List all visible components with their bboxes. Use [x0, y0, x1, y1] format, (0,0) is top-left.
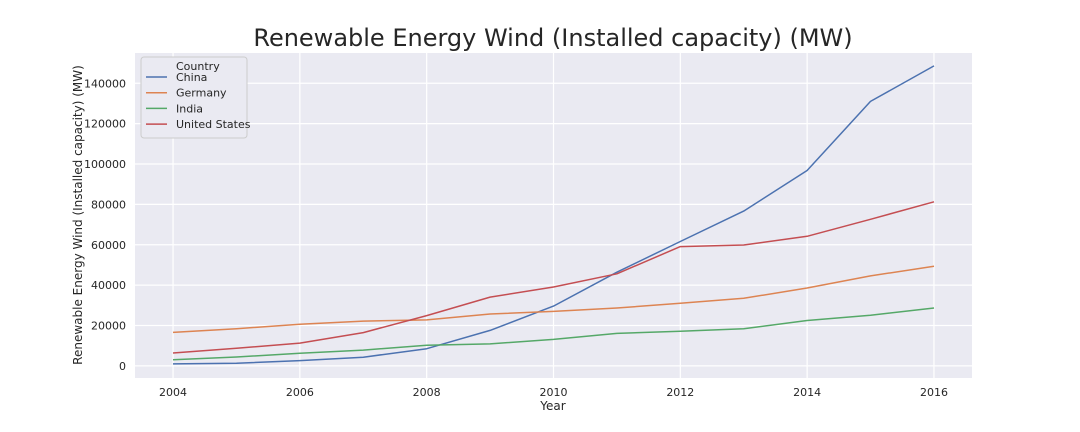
- legend-box: [140, 56, 248, 139]
- legend-label: China: [176, 71, 207, 84]
- y-tick-label: 120000: [84, 118, 126, 131]
- legend: Country China Germany India United States: [140, 56, 251, 139]
- chart-title: Renewable Energy Wind (Installed capacit…: [253, 24, 852, 52]
- x-tick-label: 2014: [793, 386, 821, 399]
- legend-label: India: [176, 102, 203, 115]
- series-lines: [172, 65, 935, 365]
- x-tick-label: 2004: [159, 386, 187, 399]
- x-tick-label: 2012: [666, 386, 694, 399]
- series-line-germany: [172, 265, 935, 334]
- legend-label: Germany: [176, 87, 227, 100]
- series-line-china: [172, 65, 935, 365]
- y-tick-label: 80000: [91, 198, 126, 211]
- y-tick-label: 140000: [84, 77, 126, 90]
- series-line-united-states: [172, 201, 935, 354]
- x-tick-label: 2006: [286, 386, 314, 399]
- legend-title: Country: [176, 60, 220, 73]
- y-tick-label: 0: [119, 360, 126, 373]
- y-tick-label: 20000: [91, 320, 126, 333]
- x-tick-label: 2016: [920, 386, 948, 399]
- x-tick-labels: 2004 2006 2008 2010 2012 2014 2016: [159, 386, 948, 399]
- series-line-india: [172, 307, 935, 361]
- x-tick-label: 2008: [413, 386, 441, 399]
- y-tick-labels: 0 20000 40000 60000 80000 100000 120000 140000: [84, 77, 126, 373]
- x-axis-title: Year: [539, 399, 565, 413]
- y-axis-title: Renewable Energy Wind (Installed capacit…: [71, 65, 85, 365]
- legend-label: United States: [176, 118, 251, 131]
- y-tick-label: 40000: [91, 279, 126, 292]
- y-tick-label: 60000: [91, 239, 126, 252]
- y-tick-label: 100000: [84, 158, 126, 171]
- x-tick-label: 2010: [540, 386, 568, 399]
